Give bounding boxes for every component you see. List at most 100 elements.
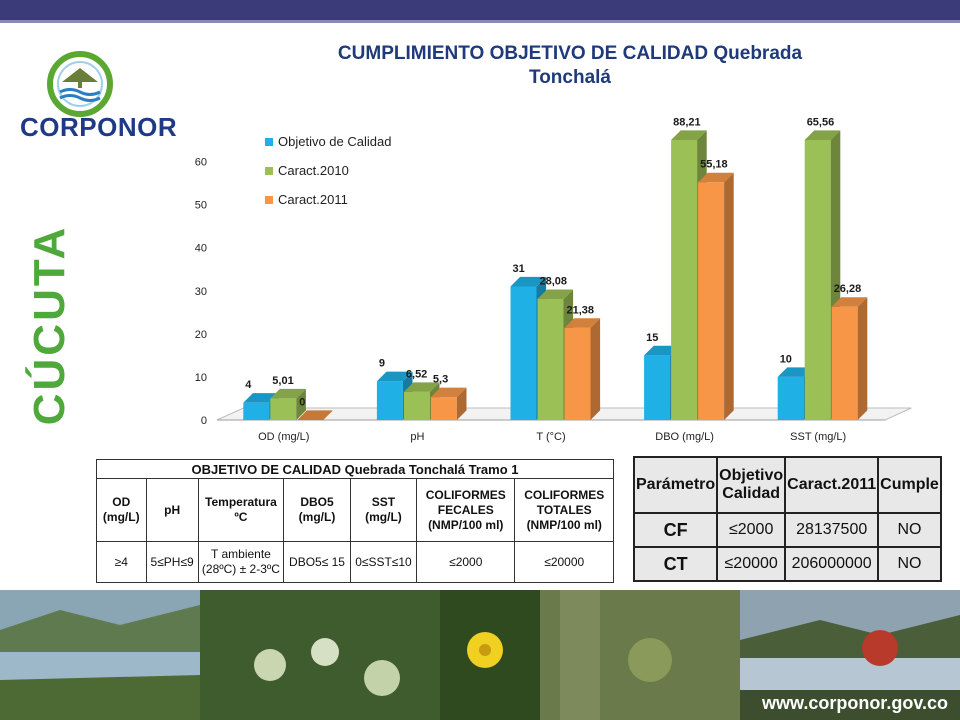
bar-top [403,382,440,392]
y-tick-label: 10 [195,372,207,384]
bar [777,376,804,420]
bar-top [777,367,814,377]
data-label: 21,38 [567,304,595,316]
y-tick-label: 50 [195,200,207,212]
bar-top [564,318,601,328]
value-temperature: T ambiente (28ºC) ± 2-3ºC [197,541,285,583]
header-ph: pH [145,478,199,542]
y-tick-label: 30 [195,286,207,298]
data-label: 6,52 [406,368,427,380]
bar-side [857,297,868,420]
bar-top [804,130,841,140]
bar-side [724,172,734,420]
header-dbo5: DBO5 (mg/L) [283,478,351,542]
bar [376,381,403,420]
cell-objective: ≤20000 [716,546,787,582]
x-tick-label: OD (mg/L) [258,431,309,443]
value-od: ≥4 [96,541,147,583]
value-dbo5: DBO5≤ 15 [283,541,351,583]
bar [831,306,858,420]
bar [804,140,831,420]
x-tick-label: DBO (mg/L) [655,431,714,443]
data-label: 4 [245,379,252,391]
bar [430,397,457,420]
legend-swatch [265,196,273,204]
bar-side [456,387,467,420]
cell-caract-2011: 28137500 [784,512,880,548]
city-label: CÚCUTA [25,224,74,426]
y-tick-label: 0 [201,415,207,427]
value-fecal-coliforms: ≤2000 [416,541,516,583]
legend-label: Caract.2011 [278,192,348,207]
bar [537,299,564,420]
x-tick-label: SST (mg/L) [790,431,846,443]
quality-objective-table: OBJETIVO DE CALIDAD Quebrada Tonchalá Tr… [96,459,614,583]
bar-top [644,345,680,356]
table-row: CF ≤2000 28137500 NO [632,512,942,548]
cell-objective: ≤2000 [716,512,787,548]
bar-top [510,276,547,287]
title-line-1: CUMPLIMIENTO OBJETIVO DE CALIDAD Quebrad… [337,43,803,64]
data-label: 31 [513,263,525,275]
cell-parameter: CF [632,512,719,548]
bar [403,391,430,420]
website-url: www.corponor.gov.co [761,693,948,713]
legend-label: Objetivo de Calidad [278,134,391,149]
header-caract-2011: Caract.2011 [784,456,880,514]
bar [698,182,725,420]
data-label: 5,3 [433,374,448,386]
data-label: 26,28 [834,283,862,295]
legend-swatch [265,138,273,146]
value-ph: 5≤PH≤9 [145,541,199,583]
top-bar [0,0,960,20]
bar [564,327,591,420]
cell-complies: NO [877,546,942,582]
header-sst: SST (mg/L) [349,478,418,542]
bar [644,355,671,420]
bar-top [243,393,279,403]
data-label: 15 [646,332,658,344]
value-sst: 0≤SST≤10 [349,541,418,583]
header-quality-objective: Objetivo Calidad [716,456,787,514]
data-label: 88,21 [673,116,701,128]
top-bar-line [0,20,960,23]
data-label: 10 [780,353,792,365]
bar-top [831,297,868,307]
header-total-coliforms: COLIFORMES TOTALES (NMP/100 ml) [514,478,614,542]
bar-side [296,388,306,420]
header-od: OD (mg/L) [96,478,147,542]
header-fecal-coliforms: COLIFORMES FECALES (NMP/100 ml) [416,478,516,542]
y-tick-label: 40 [195,243,207,255]
data-label: 55,18 [700,159,728,171]
compliance-table: Parámetro Objetivo Calidad Caract.2011 C… [632,456,942,582]
table-caption: OBJETIVO DE CALIDAD Quebrada Tonchalá Tr… [96,459,614,479]
cell-parameter: CT [632,546,719,582]
data-label: 9 [379,358,385,370]
logo-text: CORPONOR [20,112,178,142]
data-label: 5,01 [272,375,293,387]
chart-title: CUMPLIMIENTO OBJETIVO DE CALIDAD Quebrad… [250,42,890,90]
legend-label: Caract.2010 [278,163,349,178]
cell-caract-2011: 206000000 [784,546,880,582]
header-temperature: Temperatura ºC [197,478,285,542]
bar [671,140,698,420]
bar-top [537,289,574,300]
bar-top [698,172,734,183]
x-tick-label: pH [410,431,424,443]
title-line-2: Tonchalá [529,67,611,88]
bar-top [270,388,306,399]
table-row: CT ≤20000 206000000 NO [632,546,942,582]
data-label: 0 [299,396,305,408]
landscape-photo-strip [0,590,960,720]
data-label: 65,56 [807,116,835,128]
bar-top [430,387,467,398]
bar-top [376,371,413,382]
bar-top [297,410,333,420]
header-parameter: Parámetro [632,456,719,514]
data-label: 28,08 [540,275,568,287]
value-total-coliforms: ≤20000 [514,541,614,583]
cell-complies: NO [877,512,942,548]
y-tick-label: 20 [195,329,207,341]
bar-top [671,130,707,140]
bar-chart: 0 10 20 30 40 50 60 4 5,01 0 OD (mg/L) 9 6,52 5,3 pH 31… [195,116,912,443]
